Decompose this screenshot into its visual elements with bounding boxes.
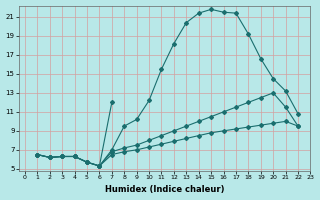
X-axis label: Humidex (Indice chaleur): Humidex (Indice chaleur) — [105, 185, 224, 194]
